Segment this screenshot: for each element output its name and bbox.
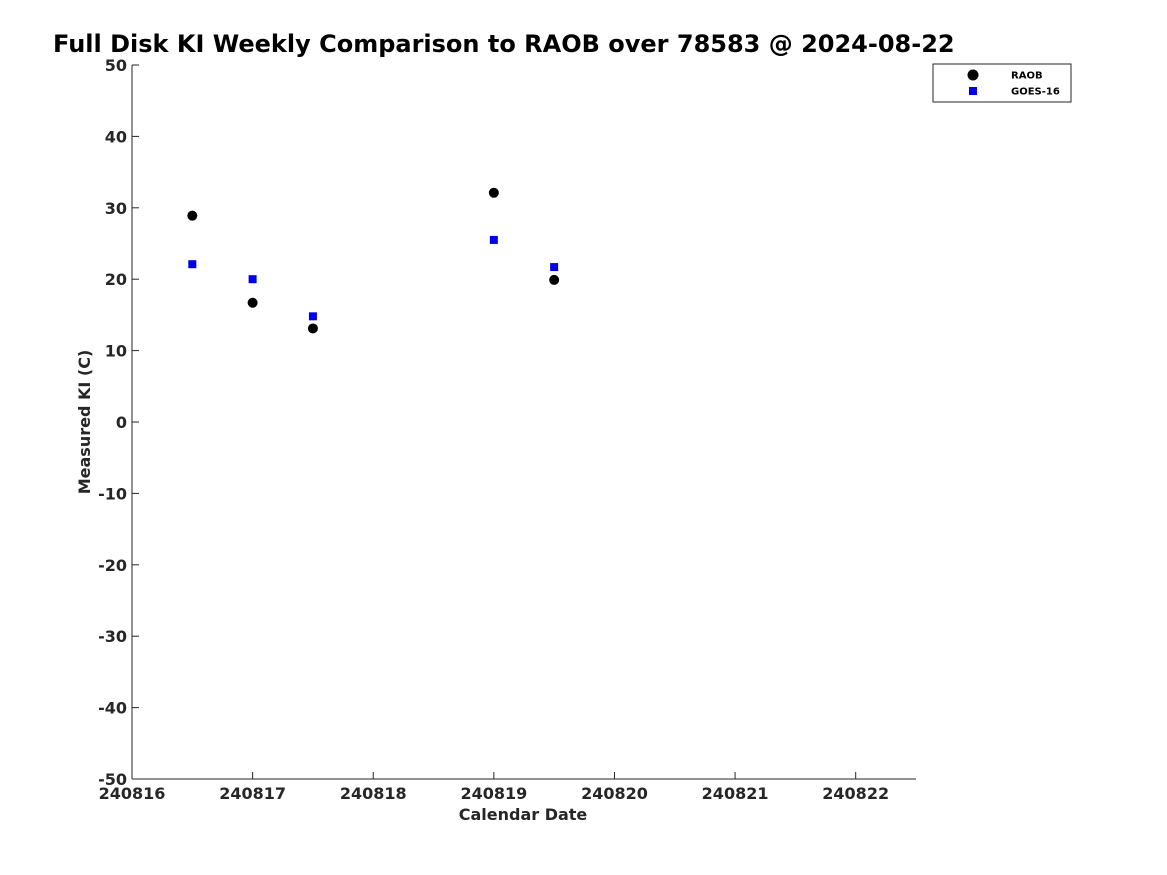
- data-markers: [187, 187, 560, 334]
- y-tick-label: 10: [105, 342, 127, 361]
- x-tick-label: 240816: [99, 784, 166, 803]
- legend: RAOB GOES-16: [932, 63, 1072, 103]
- x-tick-label: 240819: [460, 784, 527, 803]
- x-tick-label: 240822: [822, 784, 889, 803]
- x-tick-label: 240820: [581, 784, 648, 803]
- plot-area: [131, 65, 916, 780]
- y-tick-label: 40: [105, 127, 127, 146]
- y-tick-label: -20: [98, 556, 127, 575]
- x-axis-label: Calendar Date: [459, 805, 588, 824]
- legend-marker-goes16: [969, 87, 977, 95]
- legend-marker-raob: [967, 69, 979, 81]
- data-point-goes16: [489, 235, 498, 244]
- y-tick-label: -10: [98, 484, 127, 503]
- y-tick-label: 30: [105, 199, 127, 218]
- y-tick-label: -50: [98, 770, 127, 789]
- y-tick-label: 50: [105, 56, 127, 75]
- legend-label-goes16: GOES-16: [1011, 87, 1060, 98]
- y-tick-label: -30: [98, 627, 127, 646]
- y-tick-label: -40: [98, 699, 127, 718]
- x-tick-label: 240817: [219, 784, 286, 803]
- y-tick-label: 20: [105, 270, 127, 289]
- data-point-goes16: [188, 260, 197, 269]
- data-point-raob: [488, 187, 499, 198]
- x-ticks: 240816 240817 240818 240819 240820 240821 2408…: [99, 772, 889, 803]
- y-tick-label: 0: [116, 413, 127, 432]
- data-point-goes16: [308, 312, 317, 321]
- legend-label-raob: RAOB: [1011, 71, 1043, 82]
- data-point-raob: [187, 210, 198, 221]
- x-tick-label: 240818: [340, 784, 407, 803]
- y-axis-label: Measured KI (C): [75, 350, 94, 495]
- chart-title: Full Disk KI Weekly Comparison to RAOB o…: [53, 30, 955, 58]
- legend-box: [932, 63, 1072, 103]
- x-tick-label: 240821: [702, 784, 769, 803]
- y-ticks: -50 -40 -30 -20 -10 0 10 20 30 40 50: [98, 56, 139, 789]
- data-point-raob: [549, 274, 560, 285]
- data-point-goes16: [550, 263, 559, 272]
- data-point-raob: [247, 297, 258, 308]
- data-point-goes16: [248, 275, 257, 284]
- data-point-raob: [307, 323, 318, 334]
